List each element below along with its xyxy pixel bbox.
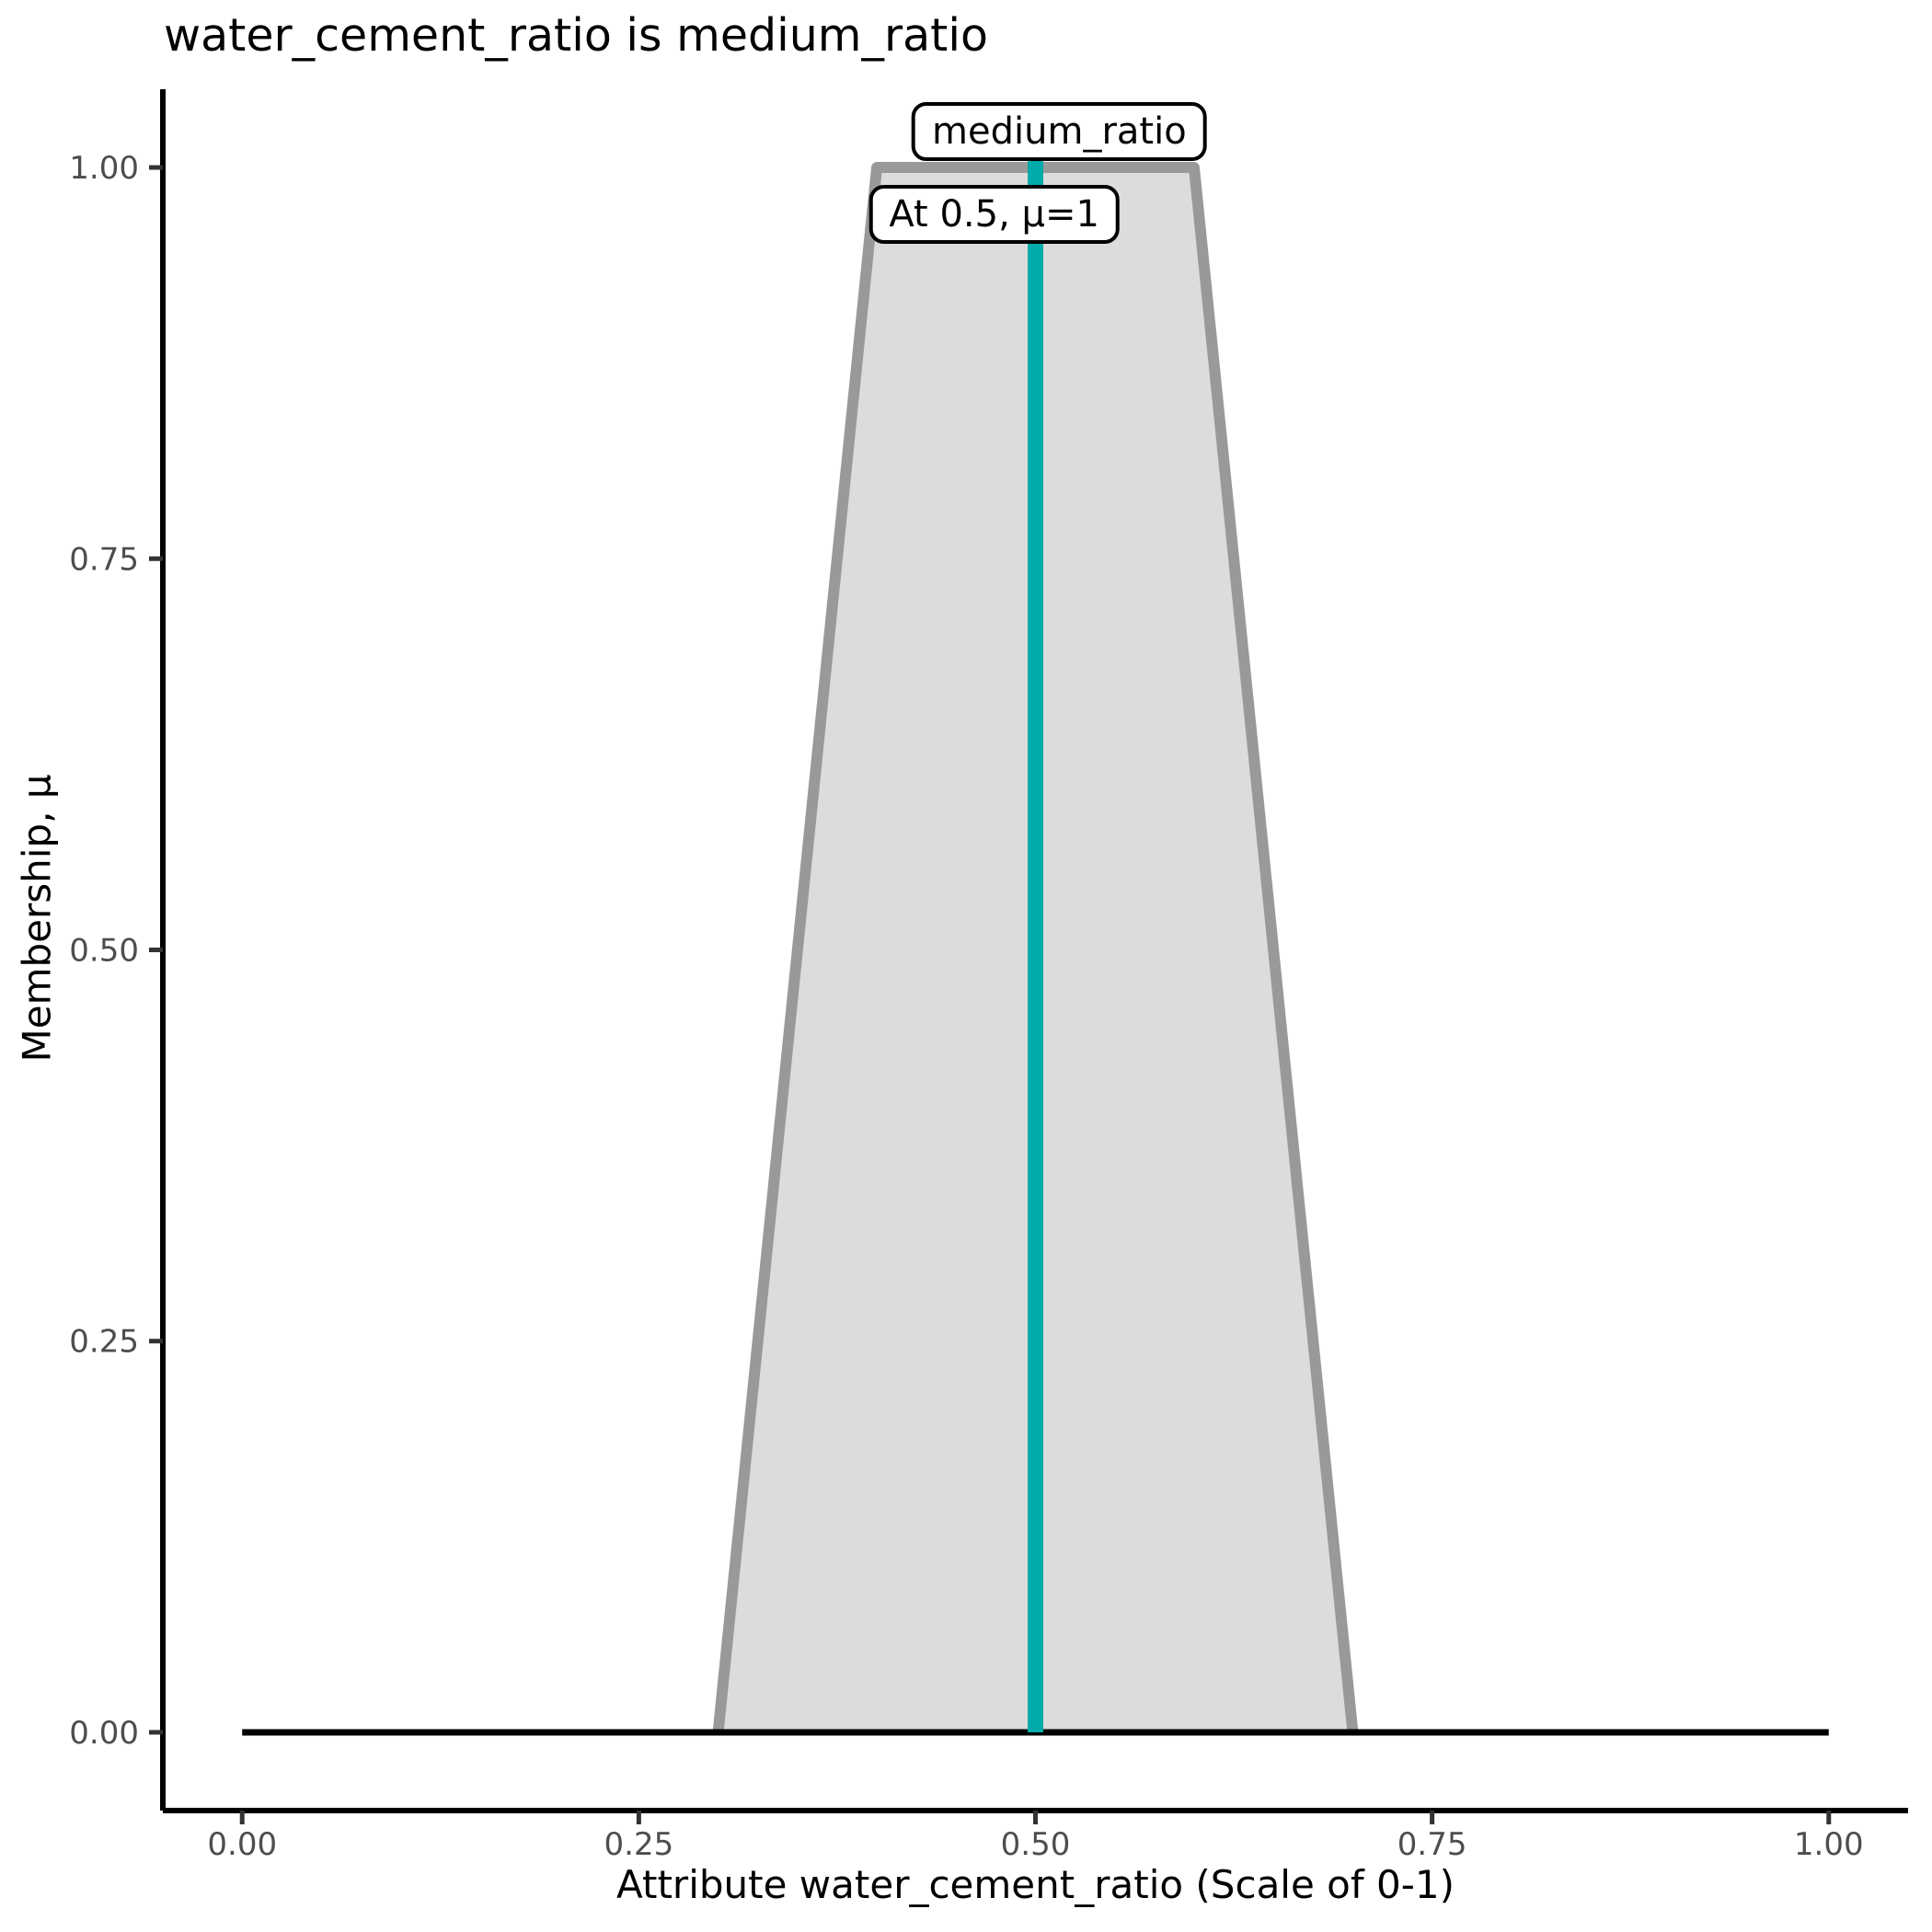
x-tick-label: 0.00 [207, 1826, 277, 1863]
y-tick-label: 0.00 [69, 1715, 139, 1752]
chart-title: water_cement_ratio is medium_ratio [164, 9, 988, 62]
annotation-set-name-label: medium_ratio [912, 101, 1207, 161]
x-tick-label: 1.00 [1794, 1826, 1864, 1863]
y-tick-label: 0.75 [69, 541, 139, 578]
y-tick-label: 0.50 [69, 933, 139, 970]
x-tick-label: 0.50 [1001, 1826, 1071, 1863]
y-axis-title: Membership, μ [14, 774, 60, 1063]
x-tick-label: 0.75 [1397, 1826, 1467, 1863]
annotation-membership-value-label: At 0.5, μ=1 [868, 185, 1120, 245]
y-tick-label: 0.25 [69, 1324, 139, 1361]
x-axis-title: Attribute water_cement_ratio (Scale of 0… [616, 1862, 1455, 1907]
x-tick-label: 0.25 [604, 1826, 674, 1863]
y-tick-label: 1.00 [69, 150, 139, 187]
